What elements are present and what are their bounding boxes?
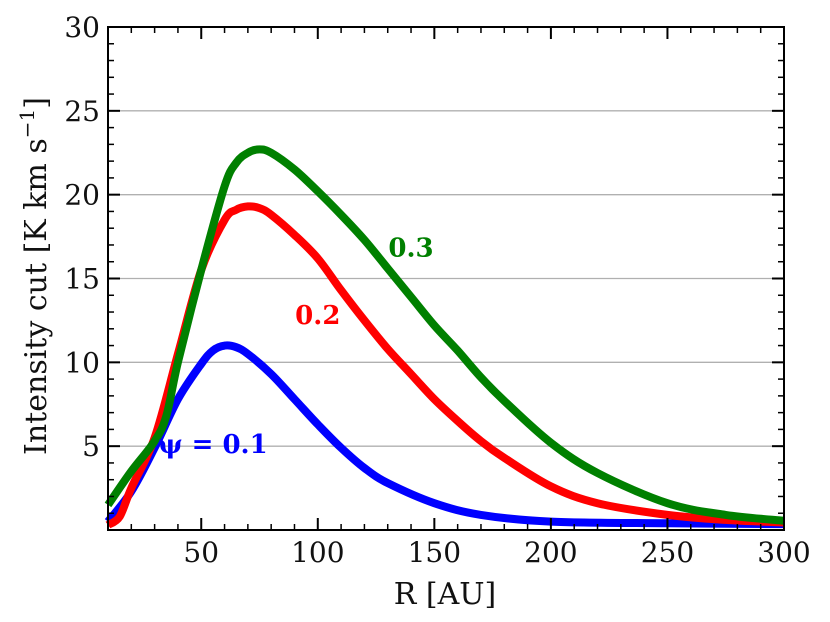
series-label-psi-0-1: ψ = 0.1 bbox=[158, 430, 268, 460]
y-tick-label: 20 bbox=[64, 179, 100, 212]
y-tick-label: 5 bbox=[82, 430, 100, 463]
tick-labels: 50 100 150 200 250 300 5 10 15 20 25 30 bbox=[64, 11, 810, 569]
y-axis-label-suffix: ] bbox=[19, 97, 54, 109]
x-tick-label: 100 bbox=[291, 536, 344, 569]
y-tick-label: 30 bbox=[64, 11, 100, 44]
y-axis-label-main: Intensity cut [K km s bbox=[19, 138, 54, 455]
grid-lines bbox=[108, 110, 784, 447]
series-line-psi-0-1 bbox=[104, 341, 785, 529]
series-label-psi-0-3: 0.3 bbox=[388, 234, 433, 264]
y-axis-label-exponent: −1 bbox=[15, 109, 39, 138]
y-tick-label: 15 bbox=[64, 263, 100, 296]
x-axis-label: R [AU] bbox=[394, 577, 496, 612]
x-tick-label: 250 bbox=[641, 536, 694, 569]
x-tick-label: 50 bbox=[183, 536, 219, 569]
x-tick-label: 200 bbox=[524, 536, 577, 569]
y-axis-label: Intensity cut [K km s−1] bbox=[15, 97, 54, 455]
series-line-psi-0-3 bbox=[104, 145, 785, 525]
x-tick-label: 150 bbox=[408, 536, 461, 569]
series-label-psi-0-2: 0.2 bbox=[295, 301, 340, 331]
y-tick-label: 10 bbox=[64, 346, 100, 379]
x-tick-label: 300 bbox=[757, 536, 810, 569]
series-labels: ψ = 0.1 0.2 0.3 bbox=[158, 234, 434, 460]
y-tick-label: 25 bbox=[64, 95, 100, 128]
series-lines bbox=[104, 145, 785, 529]
axis-ticks bbox=[107, 26, 785, 530]
